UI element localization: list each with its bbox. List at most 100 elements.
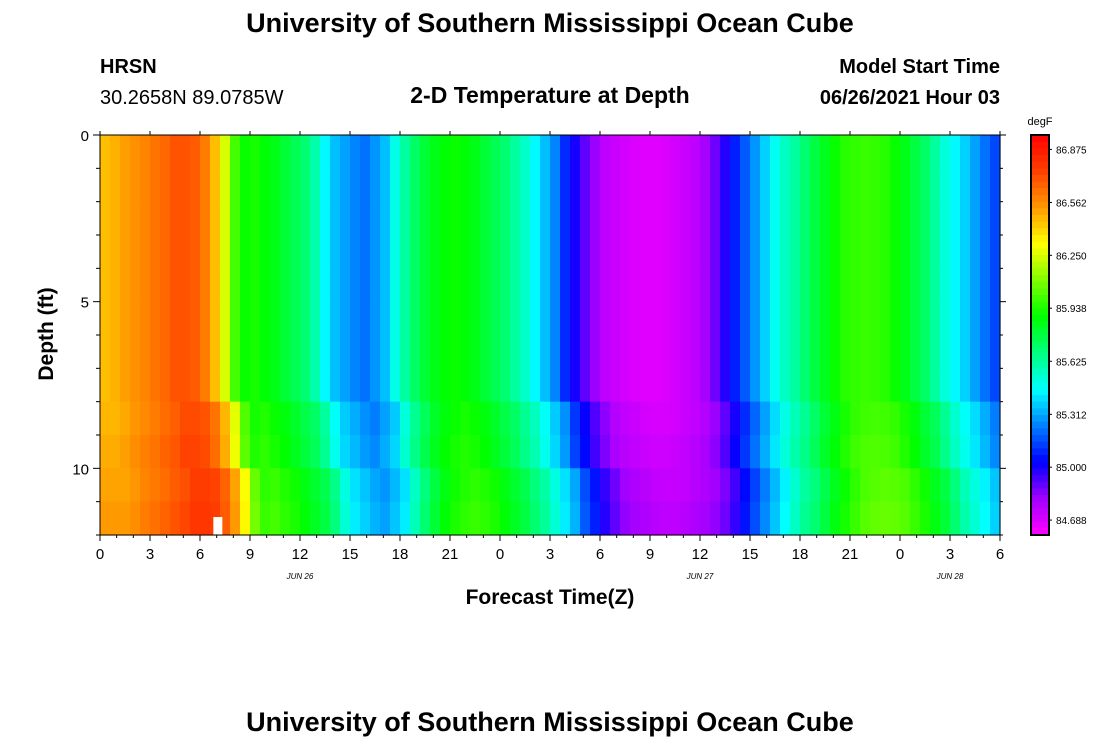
colorbar-segment xyxy=(1031,495,1049,503)
heatmap-cell xyxy=(480,401,491,436)
heatmap-cell xyxy=(550,401,561,436)
heatmap-cell xyxy=(420,201,431,236)
heatmap-cell xyxy=(130,335,141,369)
heatmap-cell xyxy=(910,235,921,269)
heatmap-cell xyxy=(440,435,451,469)
heatmap-cell xyxy=(490,268,501,303)
heatmap-cell xyxy=(430,468,441,503)
heatmap-cell xyxy=(580,301,591,336)
heatmap-cell xyxy=(520,201,531,236)
heatmap-cell xyxy=(750,335,761,369)
heatmap-cell xyxy=(370,201,381,236)
heatmap-cell xyxy=(910,335,921,369)
heatmap-cell xyxy=(670,335,681,369)
colorbar-segment xyxy=(1031,321,1049,329)
heatmap-cell xyxy=(660,468,671,503)
heatmap-cell xyxy=(350,135,361,169)
heatmap-cell xyxy=(720,235,731,269)
heatmap-cell xyxy=(230,401,241,436)
heatmap-cell xyxy=(800,468,811,503)
heatmap-cell xyxy=(870,335,881,369)
heatmap-cell xyxy=(630,235,641,269)
heatmap-cell xyxy=(170,435,181,469)
heatmap-cell xyxy=(490,501,501,536)
heatmap-cell xyxy=(270,335,281,369)
heatmap-cell xyxy=(860,235,871,269)
heatmap-cell xyxy=(990,368,1001,403)
y-tick-label: 0 xyxy=(81,128,89,145)
colorbar-label: 86.250 xyxy=(1056,251,1087,262)
heatmap-cell xyxy=(720,135,731,169)
heatmap-cell xyxy=(550,135,561,169)
heatmap-cell xyxy=(240,335,251,369)
heatmap-cell xyxy=(400,301,411,336)
heatmap-cell xyxy=(740,301,751,336)
heatmap-cell xyxy=(490,168,501,203)
colorbar-segment xyxy=(1031,488,1049,496)
heatmap-cell xyxy=(170,501,181,536)
heatmap-cell xyxy=(840,401,851,436)
heatmap-cell xyxy=(840,435,851,469)
heatmap-cell xyxy=(310,201,321,236)
heatmap-cell xyxy=(900,335,911,369)
heatmap-cell xyxy=(300,468,311,503)
heatmap-cell xyxy=(550,168,561,203)
heatmap-cell xyxy=(930,235,941,269)
heatmap-cell xyxy=(240,168,251,203)
heatmap-cell xyxy=(850,168,861,203)
colorbar-segment xyxy=(1031,155,1049,163)
heatmap-cell xyxy=(420,501,431,536)
heatmap-cell xyxy=(530,501,541,536)
heatmap-cell xyxy=(280,268,291,303)
heatmap-cell xyxy=(790,368,801,403)
heatmap-cell xyxy=(480,168,491,203)
heatmap-cell xyxy=(700,401,711,436)
heatmap-cell xyxy=(460,401,471,436)
heatmap-cell xyxy=(830,335,841,369)
heatmap-cell xyxy=(790,468,801,503)
heatmap-cell xyxy=(920,435,931,469)
heatmap-cell xyxy=(510,468,521,503)
heatmap-cell xyxy=(960,168,971,203)
heatmap-cell xyxy=(960,201,971,236)
heatmap-cell xyxy=(410,235,421,269)
heatmap-cell xyxy=(320,268,331,303)
heatmap-cell xyxy=(330,135,341,169)
heatmap-cell xyxy=(200,335,211,369)
heatmap-cell xyxy=(990,501,1001,536)
heatmap-cell xyxy=(690,401,701,436)
heatmap-cell xyxy=(890,301,901,336)
heatmap-cell xyxy=(380,368,391,403)
heatmap-cell xyxy=(560,368,571,403)
heatmap-cell xyxy=(990,301,1001,336)
heatmap-cell xyxy=(130,435,141,469)
heatmap-cell xyxy=(120,501,131,536)
heatmap-cell xyxy=(930,201,941,236)
heatmap-cell xyxy=(670,368,681,403)
heatmap-cell xyxy=(460,368,471,403)
heatmap-cell xyxy=(250,501,261,536)
heatmap-cell xyxy=(640,335,651,369)
heatmap-cell xyxy=(470,335,481,369)
heatmap-cell xyxy=(180,301,191,336)
heatmap-cell xyxy=(700,235,711,269)
heatmap-cell xyxy=(730,168,741,203)
heatmap-cell xyxy=(930,368,941,403)
heatmap-cell xyxy=(860,435,871,469)
heatmap-cell xyxy=(740,135,751,169)
heatmap-cell xyxy=(400,201,411,236)
heatmap-cell xyxy=(590,201,601,236)
heatmap-cell xyxy=(410,168,421,203)
colorbar-units: degF xyxy=(1027,116,1052,128)
heatmap-cell xyxy=(740,201,751,236)
heatmap-cell xyxy=(940,201,951,236)
heatmap-cell xyxy=(340,468,351,503)
heatmap-cell xyxy=(330,368,341,403)
heatmap-cell xyxy=(210,435,221,469)
heatmap-cell xyxy=(670,135,681,169)
heatmap-cell xyxy=(790,235,801,269)
heatmap-cell xyxy=(140,401,151,436)
heatmap-cell xyxy=(850,435,861,469)
heatmap-cell xyxy=(930,401,941,436)
heatmap-cell xyxy=(510,268,521,303)
